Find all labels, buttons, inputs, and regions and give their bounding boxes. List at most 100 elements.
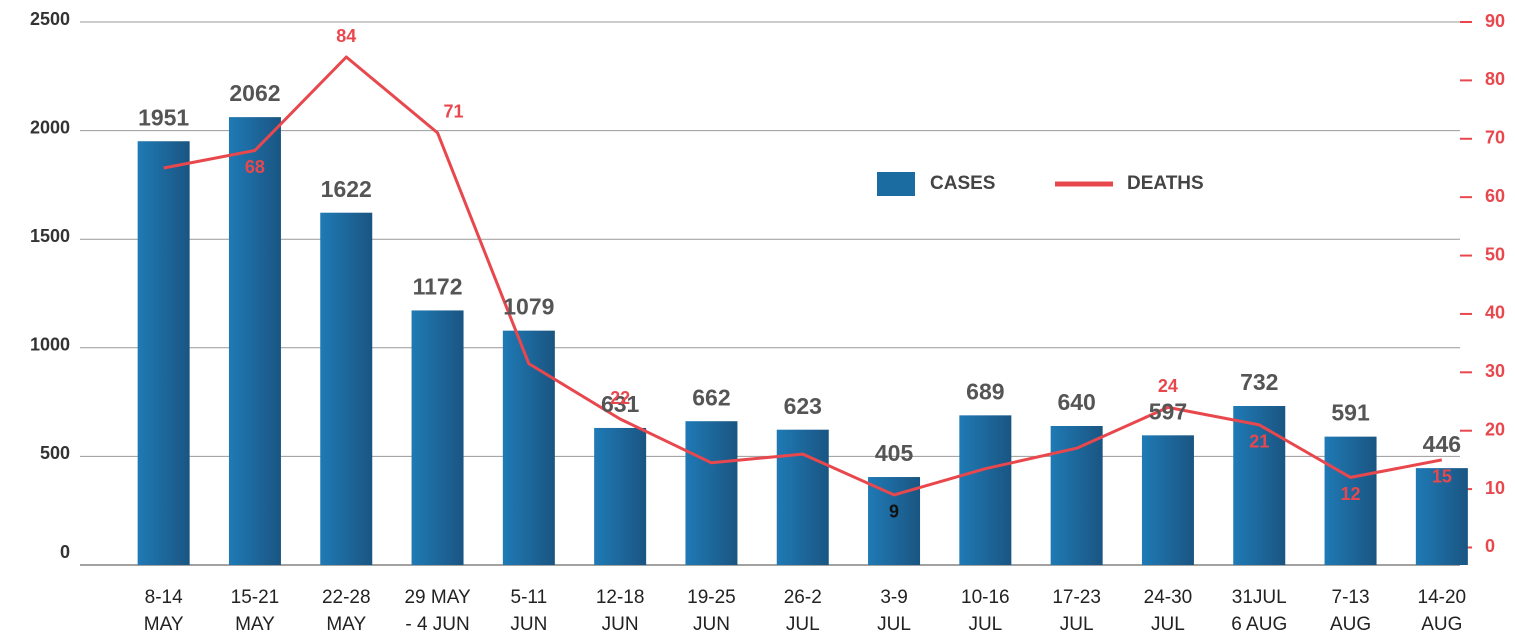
bar-label: 662: [692, 384, 730, 410]
x-tick-line: 6 AUG: [1231, 614, 1287, 635]
bar-label: 1951: [138, 104, 189, 130]
x-tick-line: 7-13: [1332, 587, 1370, 608]
y2-tick-label: 30: [1485, 361, 1505, 381]
bar-label: 732: [1240, 369, 1278, 395]
line-label: 84: [336, 26, 356, 46]
legend-label: DEATHS: [1127, 173, 1204, 194]
x-tick-line: JUL: [877, 614, 911, 635]
x-tick-line: JUN: [693, 614, 730, 635]
bar: [411, 310, 464, 565]
y2-tick-label: 90: [1485, 11, 1505, 31]
bar: [959, 415, 1012, 565]
bar-label: 623: [784, 393, 822, 419]
x-tick-line: MAY: [235, 614, 275, 635]
x-tick-line: JUN: [602, 614, 639, 635]
x-tick-line: JUL: [1060, 614, 1094, 635]
bar: [1324, 436, 1377, 565]
line-label: 24: [1158, 376, 1178, 396]
bar: [1415, 468, 1468, 565]
x-tick-label: 22-28 MAY: [322, 587, 371, 635]
x-tick-label: 5-11 JUN: [510, 587, 547, 635]
line-label: 71: [444, 102, 464, 122]
bar: [1233, 406, 1286, 565]
y2-tick-label: 0: [1485, 536, 1495, 556]
legend-label: CASES: [930, 173, 995, 194]
bar: [1141, 435, 1194, 565]
y2-tick-label: 40: [1485, 303, 1505, 323]
legend-swatch: [877, 172, 915, 196]
x-tick-line: JUL: [786, 614, 820, 635]
x-tick-line: MAY: [326, 614, 366, 635]
x-tick-line: 3-9: [880, 587, 907, 608]
x-tick-label: 19-25 JUN: [687, 587, 736, 635]
y-tick-label: 1000: [30, 335, 70, 355]
bar-label: 591: [1331, 400, 1370, 426]
y-tick-label: 500: [40, 443, 70, 463]
y-tick-label: 0: [60, 542, 70, 562]
x-tick-line: AUG: [1421, 614, 1462, 635]
x-tick-line: 10-16: [961, 587, 1010, 608]
x-tick-label: 12-18 JUN: [596, 587, 645, 635]
x-tick-label: 15-21 MAY: [231, 587, 280, 635]
x-tick-label: 14-20 AUG: [1418, 587, 1467, 635]
x-tick-line: 15-21: [231, 587, 280, 608]
x-tick-label: 26-2 JUL: [784, 587, 822, 635]
line: [163, 55, 1443, 497]
bar: [594, 427, 647, 565]
bar-label: 640: [1057, 389, 1095, 415]
x-tick-line: 22-28: [322, 587, 371, 608]
x-tick-line: JUL: [1151, 614, 1185, 635]
x-tick-line: 31JUL: [1232, 587, 1287, 608]
y-tick-label: 2000: [30, 117, 70, 137]
x-tick-line: 29 MAY: [404, 587, 471, 608]
bar: [228, 117, 281, 565]
lines: [163, 55, 1443, 497]
bar-label: 597: [1149, 398, 1187, 424]
x-tick-label: 10-16 JUL: [961, 587, 1010, 635]
y2-tick-label: 50: [1485, 244, 1505, 264]
bar: [502, 330, 555, 565]
y2-tick-label: 60: [1485, 186, 1505, 206]
bar-label: 405: [875, 440, 914, 466]
line-label: 21: [1249, 432, 1269, 452]
y-tick-label: 2500: [30, 9, 70, 29]
bar-label: 689: [966, 378, 1004, 404]
y2-tick-label: 70: [1485, 128, 1505, 148]
bar-label: 1622: [321, 176, 372, 202]
x-tick-line: 17-23: [1052, 587, 1101, 608]
bar: [320, 212, 373, 565]
x-tick-line: MAY: [144, 614, 184, 635]
bar-label: 631: [601, 391, 640, 417]
x-tick-line: AUG: [1330, 614, 1371, 635]
x-tick-line: 5-11: [511, 587, 548, 608]
x-tick-line: 19-25: [687, 587, 736, 608]
bar-label: 2062: [229, 80, 280, 106]
bar-label: 1079: [503, 294, 554, 320]
x-tick-label: 17-23 JUL: [1052, 587, 1101, 635]
y2-tick-label: 10: [1485, 478, 1505, 498]
x-tick-label: 24-30 JUL: [1144, 587, 1193, 635]
x-tick-label: 8-14 MAY: [144, 587, 184, 635]
bar: [776, 429, 829, 565]
x-tick-label: 7-13 AUG: [1330, 587, 1371, 635]
bar: [137, 141, 190, 565]
bar: [685, 421, 738, 565]
x-tick-line: JUN: [510, 614, 547, 635]
y2-tick-label: 20: [1485, 419, 1505, 439]
bar-label: 1172: [413, 274, 463, 300]
line-label: 12: [1341, 484, 1361, 504]
x-tick-label: 3-9 JUL: [877, 587, 911, 635]
x-tick-line: 8-14: [145, 587, 183, 608]
y-tick-label: 1500: [30, 226, 70, 246]
line-label: 22: [610, 388, 630, 408]
x-tick-line: JUL: [968, 614, 1002, 635]
labels: 0 500 1000 1500 2000 2500 0 10 20 30 40 50 60 70 80 90 8…: [30, 9, 1505, 635]
x-tick-line: 24-30: [1144, 587, 1193, 608]
x-tick-line: 14-20: [1418, 587, 1467, 608]
x-tick-line: - 4 JUN: [405, 614, 469, 635]
bar: [868, 477, 921, 565]
x-tick-line: 26-2: [784, 587, 822, 608]
grid: [80, 21, 1472, 566]
bar-label: 446: [1423, 431, 1461, 457]
